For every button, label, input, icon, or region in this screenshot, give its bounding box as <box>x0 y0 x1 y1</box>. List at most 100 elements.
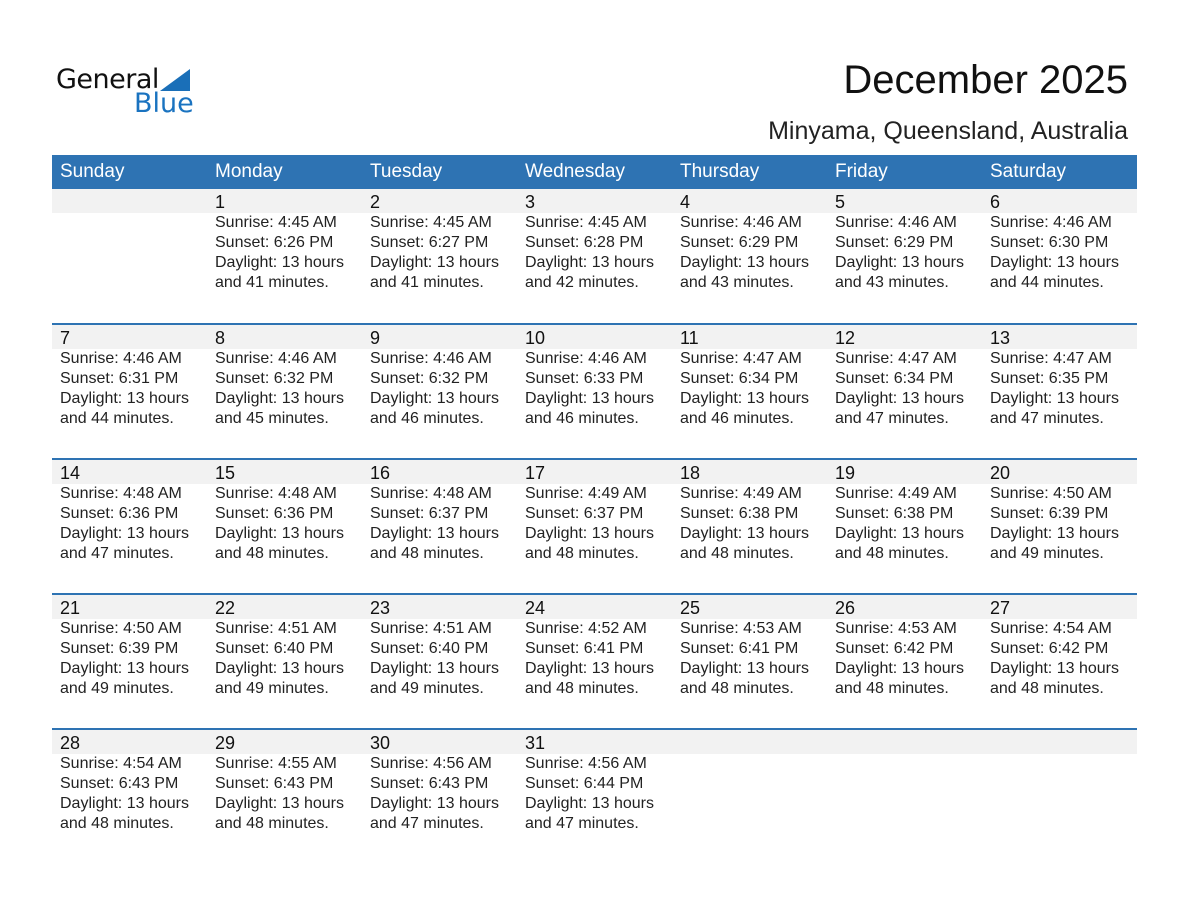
day-number-band <box>52 460 1137 484</box>
sunset-text: Sunset: 6:31 PM <box>60 370 179 387</box>
day-number: 10 <box>525 328 546 348</box>
day-cell: 10 Sunrise: 4:46 AM Sunset: 6:33 PM Dayligh… <box>517 325 672 458</box>
day-cell: 7 Sunrise: 4:46 AM Sunset: 6:31 PM Daylight… <box>52 325 207 458</box>
daylight-text: Daylight: 13 hours <box>525 254 654 271</box>
weekday-sunday: Sunday <box>60 161 125 182</box>
sunset-text: Sunset: 6:41 PM <box>680 640 799 657</box>
daylight-text: Daylight: 13 hours <box>990 525 1119 542</box>
sunrise-text: Sunrise: 4:47 AM <box>680 350 802 367</box>
daylight-minutes-text: and 44 minutes. <box>990 274 1104 291</box>
sunrise-text: Sunrise: 4:54 AM <box>60 755 182 772</box>
day-number: 1 <box>215 192 226 212</box>
sunset-text: Sunset: 6:29 PM <box>680 234 799 251</box>
day-number-band <box>52 189 1137 213</box>
sunrise-text: Sunrise: 4:46 AM <box>990 214 1112 231</box>
day-number: 6 <box>990 192 1001 212</box>
sunrise-text: Sunrise: 4:47 AM <box>990 350 1112 367</box>
calendar-grid: Sunday Monday Tuesday Wednesday Thursday Frid… <box>52 155 1137 863</box>
week-row: 14 Sunrise: 4:48 AM Sunset: 6:36 PM Dayligh… <box>52 458 1137 593</box>
day-number: 11 <box>680 328 699 348</box>
sunrise-text: Sunrise: 4:48 AM <box>215 485 337 502</box>
daylight-minutes-text: and 49 minutes. <box>370 680 484 697</box>
sunrise-text: Sunrise: 4:46 AM <box>215 350 337 367</box>
day-number: 14 <box>60 463 81 483</box>
daylight-minutes-text: and 48 minutes. <box>525 680 639 697</box>
daylight-text: Daylight: 13 hours <box>60 390 189 407</box>
sunset-text: Sunset: 6:36 PM <box>60 505 179 522</box>
sunset-text: Sunset: 6:40 PM <box>215 640 334 657</box>
logo: General Blue <box>56 64 194 119</box>
weekday-header: Sunday Monday Tuesday Wednesday Thursday Frid… <box>52 155 1137 189</box>
day-cell: 8 Sunrise: 4:46 AM Sunset: 6:32 PM Daylight… <box>207 325 362 458</box>
sunset-text: Sunset: 6:41 PM <box>525 640 644 657</box>
day-cell: 6 Sunrise: 4:46 AM Sunset: 6:30 PM Daylight… <box>982 189 1137 323</box>
daylight-text: Daylight: 13 hours <box>680 525 809 542</box>
weekday-tuesday: Tuesday <box>370 161 443 182</box>
sunset-text: Sunset: 6:28 PM <box>525 234 644 251</box>
sunrise-text: Sunrise: 4:53 AM <box>835 620 957 637</box>
weekday-wednesday: Wednesday <box>525 161 625 182</box>
daylight-minutes-text: and 42 minutes. <box>525 274 639 291</box>
sunrise-text: Sunrise: 4:45 AM <box>215 214 337 231</box>
day-cell: 24 Sunrise: 4:52 AM Sunset: 6:41 PM Dayligh… <box>517 595 672 728</box>
daylight-text: Daylight: 13 hours <box>60 525 189 542</box>
page-title: December 2025 <box>843 58 1128 102</box>
daylight-minutes-text: and 48 minutes. <box>835 680 949 697</box>
day-cell: 19 Sunrise: 4:49 AM Sunset: 6:38 PM Dayligh… <box>827 460 982 593</box>
weekday-friday: Friday <box>835 161 888 182</box>
daylight-text: Daylight: 13 hours <box>835 525 964 542</box>
day-number: 21 <box>60 598 81 618</box>
daylight-minutes-text: and 43 minutes. <box>680 274 794 291</box>
day-cell: 21 Sunrise: 4:50 AM Sunset: 6:39 PM Dayligh… <box>52 595 207 728</box>
day-cell: 25 Sunrise: 4:53 AM Sunset: 6:41 PM Dayligh… <box>672 595 827 728</box>
day-number: 12 <box>835 328 856 348</box>
daylight-minutes-text: and 48 minutes. <box>215 545 329 562</box>
daylight-text: Daylight: 13 hours <box>990 254 1119 271</box>
daylight-minutes-text: and 47 minutes. <box>370 815 484 832</box>
daylight-minutes-text: and 48 minutes. <box>370 545 484 562</box>
day-cell: 16 Sunrise: 4:48 AM Sunset: 6:37 PM Dayligh… <box>362 460 517 593</box>
sunset-text: Sunset: 6:43 PM <box>60 775 179 792</box>
sunset-text: Sunset: 6:37 PM <box>525 505 644 522</box>
daylight-minutes-text: and 45 minutes. <box>215 410 329 427</box>
daylight-minutes-text: and 47 minutes. <box>60 545 174 562</box>
day-cell: 1 Sunrise: 4:45 AM Sunset: 6:26 PM Daylight… <box>207 189 362 323</box>
day-number: 5 <box>835 192 846 212</box>
daylight-minutes-text: and 46 minutes. <box>525 410 639 427</box>
day-number-band <box>52 595 1137 619</box>
sunset-text: Sunset: 6:43 PM <box>370 775 489 792</box>
sunset-text: Sunset: 6:44 PM <box>525 775 644 792</box>
daylight-minutes-text: and 43 minutes. <box>835 274 949 291</box>
sunrise-text: Sunrise: 4:50 AM <box>990 485 1112 502</box>
sunset-text: Sunset: 6:35 PM <box>990 370 1109 387</box>
day-cell: 15 Sunrise: 4:48 AM Sunset: 6:36 PM Dayligh… <box>207 460 362 593</box>
day-cell: 9 Sunrise: 4:46 AM Sunset: 6:32 PM Daylight… <box>362 325 517 458</box>
daylight-text: Daylight: 13 hours <box>60 660 189 677</box>
day-number: 3 <box>525 192 536 212</box>
day-number: 31 <box>525 733 546 753</box>
sunrise-text: Sunrise: 4:47 AM <box>835 350 957 367</box>
daylight-text: Daylight: 13 hours <box>215 795 344 812</box>
daylight-minutes-text: and 48 minutes. <box>680 680 794 697</box>
sunrise-text: Sunrise: 4:46 AM <box>370 350 492 367</box>
day-cell: 13 Sunrise: 4:47 AM Sunset: 6:35 PM Dayligh… <box>982 325 1137 458</box>
daylight-minutes-text: and 47 minutes. <box>525 815 639 832</box>
sunrise-text: Sunrise: 4:48 AM <box>60 485 182 502</box>
day-cell: 23 Sunrise: 4:51 AM Sunset: 6:40 PM Dayligh… <box>362 595 517 728</box>
day-number: 4 <box>680 192 691 212</box>
sunrise-text: Sunrise: 4:50 AM <box>60 620 182 637</box>
daylight-minutes-text: and 47 minutes. <box>835 410 949 427</box>
day-cell: 30 Sunrise: 4:56 AM Sunset: 6:43 PM Dayligh… <box>362 730 517 863</box>
daylight-minutes-text: and 46 minutes. <box>680 410 794 427</box>
weekday-saturday: Saturday <box>990 161 1067 182</box>
empty-cell <box>52 189 207 323</box>
sunrise-text: Sunrise: 4:45 AM <box>370 214 492 231</box>
day-number: 9 <box>370 328 381 348</box>
daylight-text: Daylight: 13 hours <box>215 390 344 407</box>
day-number: 8 <box>215 328 226 348</box>
day-number: 15 <box>215 463 236 483</box>
daylight-text: Daylight: 13 hours <box>60 795 189 812</box>
day-cell: 20 Sunrise: 4:50 AM Sunset: 6:39 PM Dayligh… <box>982 460 1137 593</box>
sunrise-text: Sunrise: 4:53 AM <box>680 620 802 637</box>
daylight-text: Daylight: 13 hours <box>525 390 654 407</box>
